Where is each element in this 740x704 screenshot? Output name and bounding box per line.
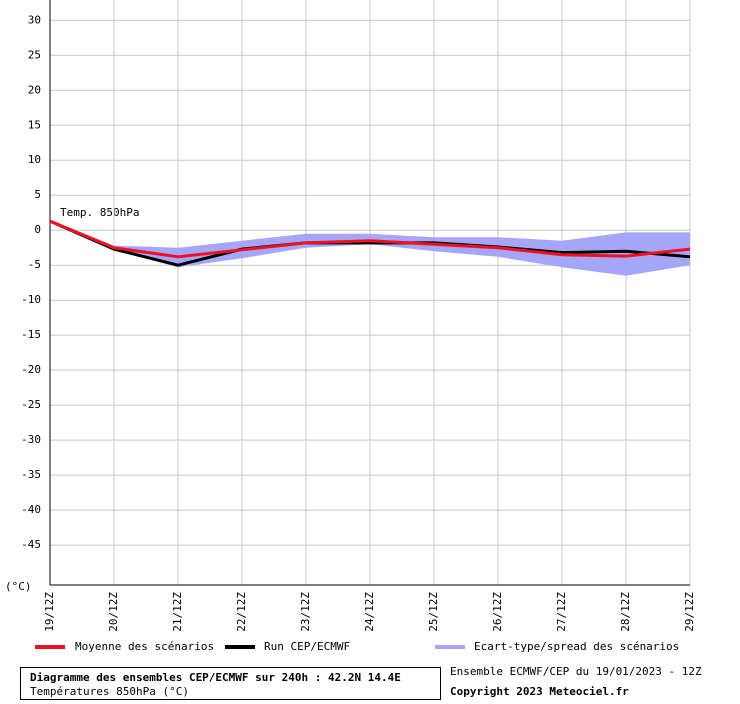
x-tick-label: 22/12Z <box>235 592 248 632</box>
y-tick-label: -45 <box>21 538 41 551</box>
y-tick-label: 10 <box>28 153 41 166</box>
x-tick-label: 19/12Z <box>43 592 56 632</box>
x-tick-label: 29/12Z <box>683 592 696 632</box>
y-tick-label: 15 <box>28 118 41 131</box>
y-tick-label: -10 <box>21 293 41 306</box>
x-tick-label: 21/12Z <box>171 592 184 632</box>
x-tick-label: 24/12Z <box>363 592 376 632</box>
y-tick-label: -30 <box>21 433 41 446</box>
series-line <box>49 219 691 259</box>
spread-area <box>50 219 690 276</box>
y-tick-label: 5 <box>34 188 41 201</box>
y-tick-label: 0 <box>34 223 41 236</box>
legend-label: Ecart-type/spread des scénarios <box>474 640 679 653</box>
x-tick-label: 27/12Z <box>555 592 568 632</box>
x-tick-label: 25/12Z <box>427 592 440 632</box>
x-tick-label: 28/12Z <box>619 592 632 632</box>
y-tick-label: -20 <box>21 363 41 376</box>
footer-copyright: Copyright 2023 Meteociel.fr <box>450 685 629 698</box>
y-tick-label: 30 <box>28 13 41 26</box>
series-line <box>49 219 691 267</box>
footer-run: Ensemble ECMWF/CEP du 19/01/2023 - 12Z <box>450 665 702 678</box>
x-tick-label: 26/12Z <box>491 592 504 632</box>
y-tick-label: -15 <box>21 328 41 341</box>
y-tick-label: -35 <box>21 468 41 481</box>
x-tick-label: 23/12Z <box>299 592 312 632</box>
y-tick-label: 25 <box>28 48 41 61</box>
y-tick-label: 20 <box>28 83 41 96</box>
footer-title: Diagramme des ensembles CEP/ECMWF sur 24… <box>30 671 401 684</box>
annotation: Temp. 850hPa <box>60 206 139 219</box>
x-tick-label: 20/12Z <box>107 592 120 632</box>
y-tick-label: -40 <box>21 503 41 516</box>
y-unit-label: (°C) <box>5 580 32 593</box>
footer-subtitle: Températures 850hPa (°C) <box>30 685 189 698</box>
y-tick-label: -25 <box>21 398 41 411</box>
legend-label: Moyenne des scénarios <box>75 640 214 653</box>
legend-label: Run CEP/ECMWF <box>264 640 350 653</box>
y-tick-label: -5 <box>28 258 41 271</box>
